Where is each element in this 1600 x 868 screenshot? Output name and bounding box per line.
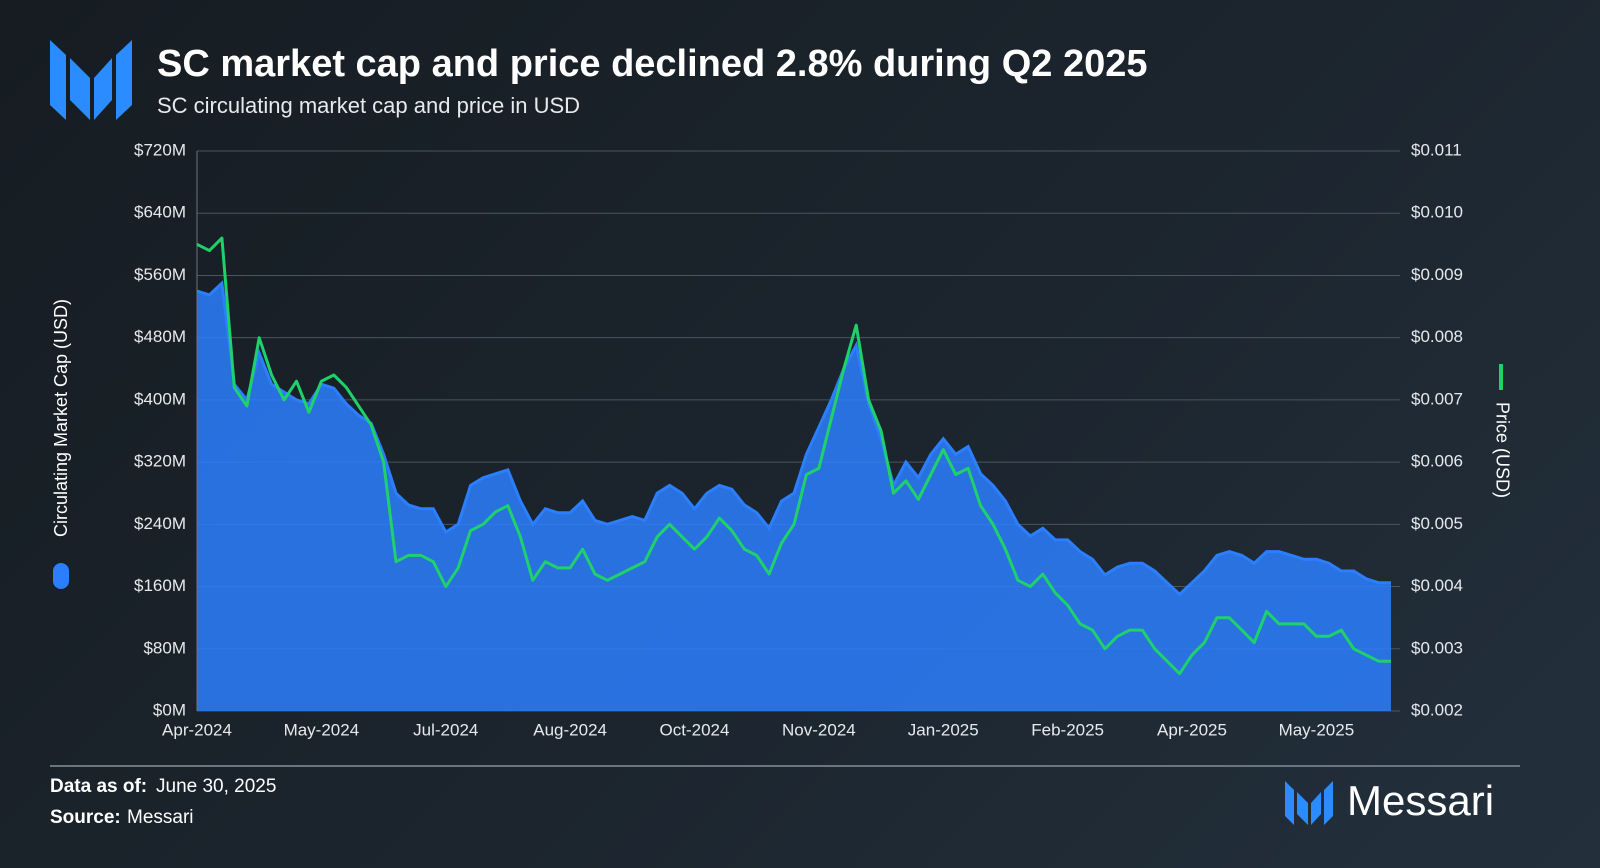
- y2-tick-label: $0.008: [1411, 327, 1463, 346]
- footer-label: Data as of:: [50, 776, 147, 797]
- legend-label: Circulating Market Cap (USD): [51, 299, 71, 537]
- x-tick-label: May-2025: [1279, 720, 1355, 739]
- area-line: [196, 280, 1391, 597]
- y2-tick-label: $0.003: [1411, 638, 1463, 657]
- y-tick-label: $640M: [134, 203, 186, 222]
- footer-value: Messari: [127, 807, 194, 828]
- y-tick-label: $160M: [134, 576, 186, 595]
- y2-tick-label: $0.004: [1411, 576, 1463, 595]
- x-tick-label: Aug-2024: [533, 720, 607, 739]
- footer-value: June 30, 2025: [156, 776, 276, 797]
- y2-tick-label: $0.002: [1411, 700, 1463, 719]
- chart-title: SC market cap and price declined 2.8% du…: [157, 43, 1148, 85]
- y-tick-label: $400M: [134, 389, 186, 408]
- x-tick-label: Jul-2024: [413, 720, 478, 739]
- brand-name: Messari: [1347, 777, 1494, 824]
- brand-logo: [1285, 781, 1333, 825]
- legend-label: Price (USD): [1492, 402, 1512, 498]
- x-tick-label: Apr-2025: [1157, 720, 1227, 739]
- y-tick-label: $80M: [143, 638, 186, 657]
- y-tick-label: $240M: [134, 514, 186, 533]
- logo: [50, 40, 132, 120]
- y-tick-label: $320M: [134, 452, 186, 471]
- y-tick-label: $480M: [134, 327, 186, 346]
- x-tick-label: Apr-2024: [162, 720, 232, 739]
- price-line: [196, 236, 1391, 676]
- y-tick-label: $560M: [134, 265, 186, 284]
- x-tick-label: Nov-2024: [782, 720, 856, 739]
- legend-swatch: [53, 563, 69, 589]
- x-tick-label: Feb-2025: [1031, 720, 1104, 739]
- footer-label: Source:: [50, 807, 121, 828]
- y2-tick-label: $0.007: [1411, 389, 1463, 408]
- x-tick-label: Oct-2024: [660, 720, 730, 739]
- plot: $0M $80M $160M $240M $320M $400M $480M $560M $64…: [134, 140, 1463, 739]
- x-tick-label: Jan-2025: [908, 720, 979, 739]
- x-tick-label: May-2024: [284, 720, 360, 739]
- area: [197, 283, 1391, 711]
- y2-tick-label: $0.011: [1411, 140, 1462, 159]
- chart-subtitle: SC circulating market cap and price in U…: [157, 93, 580, 118]
- y2-tick-label: $0.010: [1411, 203, 1463, 222]
- y2-tick-label: $0.009: [1411, 265, 1463, 284]
- y-tick-label: $0M: [153, 700, 186, 719]
- y2-tick-label: $0.006: [1411, 452, 1463, 471]
- y2-tick-label: $0.005: [1411, 514, 1463, 533]
- y-tick-label: $720M: [134, 140, 186, 159]
- legend-swatch: [1499, 364, 1503, 390]
